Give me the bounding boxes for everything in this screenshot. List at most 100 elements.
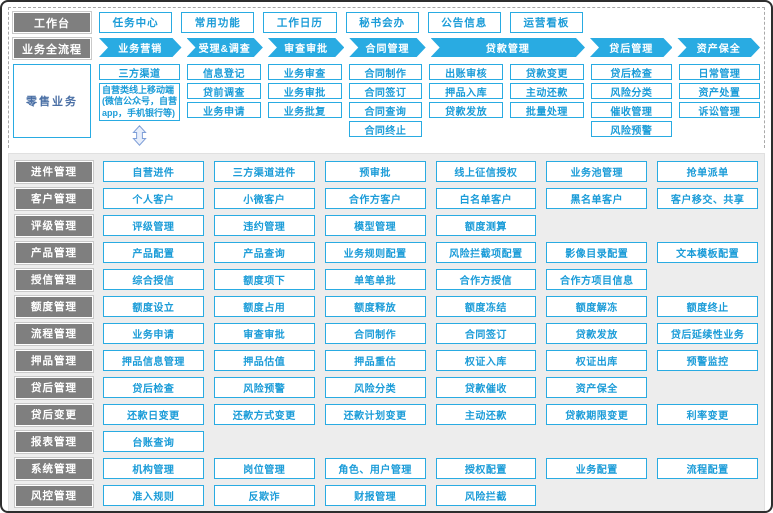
matrix-item: 还款计划变更 [324,404,426,426]
matrix-row-label: 报表管理 [15,430,93,453]
matrix-row-items: 贷后检查 风险预警 风险分类 贷款催收 资产保全 [103,377,758,399]
retail-item: 主动还款 [510,83,584,99]
retail-item: 贷后检查 [590,64,672,80]
matrix-item: 额度释放 [324,296,426,318]
retail-item: 合同签订 [348,83,423,99]
retail-column: 日常管理资产处置诉讼管理 [678,64,760,146]
matrix-item: 客户移交、共享 [657,188,758,210]
retail-item: 信息登记 [187,64,261,80]
matrix-row-items: 押品信息管理 押品估值 押品重估 权证入库 权证出库 预警监控 [103,350,758,372]
matrix-row: 报表管理 台账查询 [15,430,758,453]
matrix-item: 合作方项目信息 [546,269,648,291]
matrix-row-items: 准入规则 反欺诈 财报管理 风险拦截 [103,485,758,507]
matrix-row-label: 贷后管理 [15,376,93,399]
matrix-item: 贷后延续性业务 [657,323,758,345]
matrix-item: 合同签订 [435,323,537,345]
retail-item: 合同查询 [348,102,423,118]
retail-column: 业务审查业务审批业务批复 [267,64,342,146]
matrix-item: 黑名单客户 [546,188,648,210]
matrix-item: 违约管理 [213,215,315,237]
matrix-item: 还款方式变更 [213,404,315,426]
matrix-row-items: 产品配置 产品查询 业务规则配置 风险拦截项配置 影像目录配置 文本模板配置 [103,242,758,264]
matrix-item: 评级管理 [103,215,204,237]
process-step: 合同管理 [349,38,425,57]
matrix-row: 风控管理 准入规则 反欺诈 财报管理 风险拦截 [15,484,758,507]
matrix-row-items: 还款日变更 还款方式变更 还款计划变更 主动还款 贷款期限变更 利率变更 [103,404,758,426]
matrix-item: 线上征信授权 [435,161,537,183]
matrix-row: 授信管理 综合授信 额度项下 单笔单批 合作方授信 合作方项目信息 [15,268,758,291]
retail-item: 催收管理 [590,102,672,118]
retail-item: 日常管理 [678,64,760,80]
retail-item: 风险预警 [590,121,672,137]
retail-item: 业务审批 [267,83,342,99]
matrix-row-items: 额度设立 额度占用 额度释放 额度冻结 额度解冻 额度终止 [103,296,758,318]
matrix-item: 综合授信 [103,269,204,291]
matrix-item: 台账查询 [103,431,204,453]
retail-item: 业务申请 [187,102,261,118]
matrix-item: 押品信息管理 [103,350,204,372]
retail-item: 业务批复 [267,102,342,118]
process-row: 业务全流程 业务营销 受理&调查 审查审批 合同管理 贷款管理 贷后管理 资产保全 [13,38,760,59]
matrix-item: 业务申请 [103,323,204,345]
matrix-item: 额度设立 [103,296,204,318]
retail-item: 业务审查 [267,64,342,80]
matrix-row-items: 台账查询 [103,431,758,453]
matrix-row-label: 产品管理 [15,241,93,264]
workbench-row: 工作台 任务中心 常用功能 工作日历 秘书会办 公告信息 运营看板 [13,12,760,33]
retail-item: 贷款发放 [429,102,504,118]
workbench-spacer [592,12,760,33]
matrix-row: 系统管理 机构管理 岗位管理 角色、用户管理 授权配置 业务配置 流程配置 [15,457,758,480]
matrix-row-label: 押品管理 [15,349,93,372]
retail-item: 押品入库 [429,83,504,99]
retail-item: 风险分类 [590,83,672,99]
matrix-item: 额度冻结 [435,296,537,318]
workbench-item: 公告信息 [427,12,501,33]
module-matrix: 进件管理 自营进件 三方渠道进件 预审批 线上征信授权 业务池管理 抢单派单 客户管理 个人客户… [8,152,765,511]
workbench-item: 运营看板 [509,12,584,33]
matrix-row-items: 自营进件 三方渠道进件 预审批 线上征信授权 业务池管理 抢单派单 [103,161,758,183]
matrix-row-label: 流程管理 [15,322,93,345]
process-step: 业务营销 [99,38,182,57]
matrix-item: 贷款发放 [546,323,648,345]
matrix-item: 文本模板配置 [657,242,758,264]
matrix-item: 业务池管理 [546,161,648,183]
matrix-item: 押品估值 [213,350,315,372]
retail-column: 出账审核押品入库贷款发放 [429,64,504,146]
matrix-item: 机构管理 [103,458,204,480]
matrix-item: 风险预警 [213,377,315,399]
matrix-row: 贷后变更 还款日变更 还款方式变更 还款计划变更 主动还款 贷款期限变更 利率变更 [15,403,758,426]
matrix-row-label: 贷后变更 [15,403,93,426]
matrix-item: 准入规则 [103,485,204,507]
matrix-item: 风险分类 [324,377,426,399]
matrix-item: 小微客户 [213,188,315,210]
retail-columns: 三方渠道 自营类线上移动端(微信公众号，自营app，手机银行等) 信息登记 贷前调查业… [99,64,760,146]
retail-channel-detail: 自营类线上移动端(微信公众号，自营app，手机银行等) [99,83,181,121]
matrix-item: 押品重估 [324,350,426,372]
retail-item: 出账审核 [429,64,504,80]
matrix-row-label: 风控管理 [15,484,93,507]
matrix-item: 风险拦截项配置 [435,242,537,264]
matrix-item: 风险拦截 [435,485,537,507]
process-step: 审查审批 [268,38,344,57]
retail-item: 资产处置 [678,83,760,99]
matrix-item: 业务规则配置 [324,242,426,264]
retail-item: 诉讼管理 [678,102,760,118]
workbench-item: 常用功能 [181,12,255,33]
matrix-item: 合同制作 [324,323,426,345]
matrix-item: 预警监控 [657,350,758,372]
matrix-row-label: 进件管理 [15,160,93,183]
retail-item: 三方渠道 [99,64,181,80]
matrix-item: 主动还款 [435,404,537,426]
retail-item: 合同终止 [348,121,423,137]
matrix-row: 押品管理 押品信息管理 押品估值 押品重估 权证入库 权证出库 预警监控 [15,349,758,372]
workbench-items: 任务中心 常用功能 工作日历 秘书会办 公告信息 运营看板 [99,12,760,33]
process-step: 受理&调查 [187,38,263,57]
matrix-item: 资产保全 [546,377,648,399]
workbench-label: 工作台 [13,12,91,33]
process-label: 业务全流程 [13,38,91,59]
workbench-item: 任务中心 [99,12,173,33]
matrix-row-items: 评级管理 违约管理 模型管理 额度测算 [103,215,758,237]
double-vertical-arrow-icon [99,124,180,146]
matrix-item: 贷款期限变更 [546,404,648,426]
